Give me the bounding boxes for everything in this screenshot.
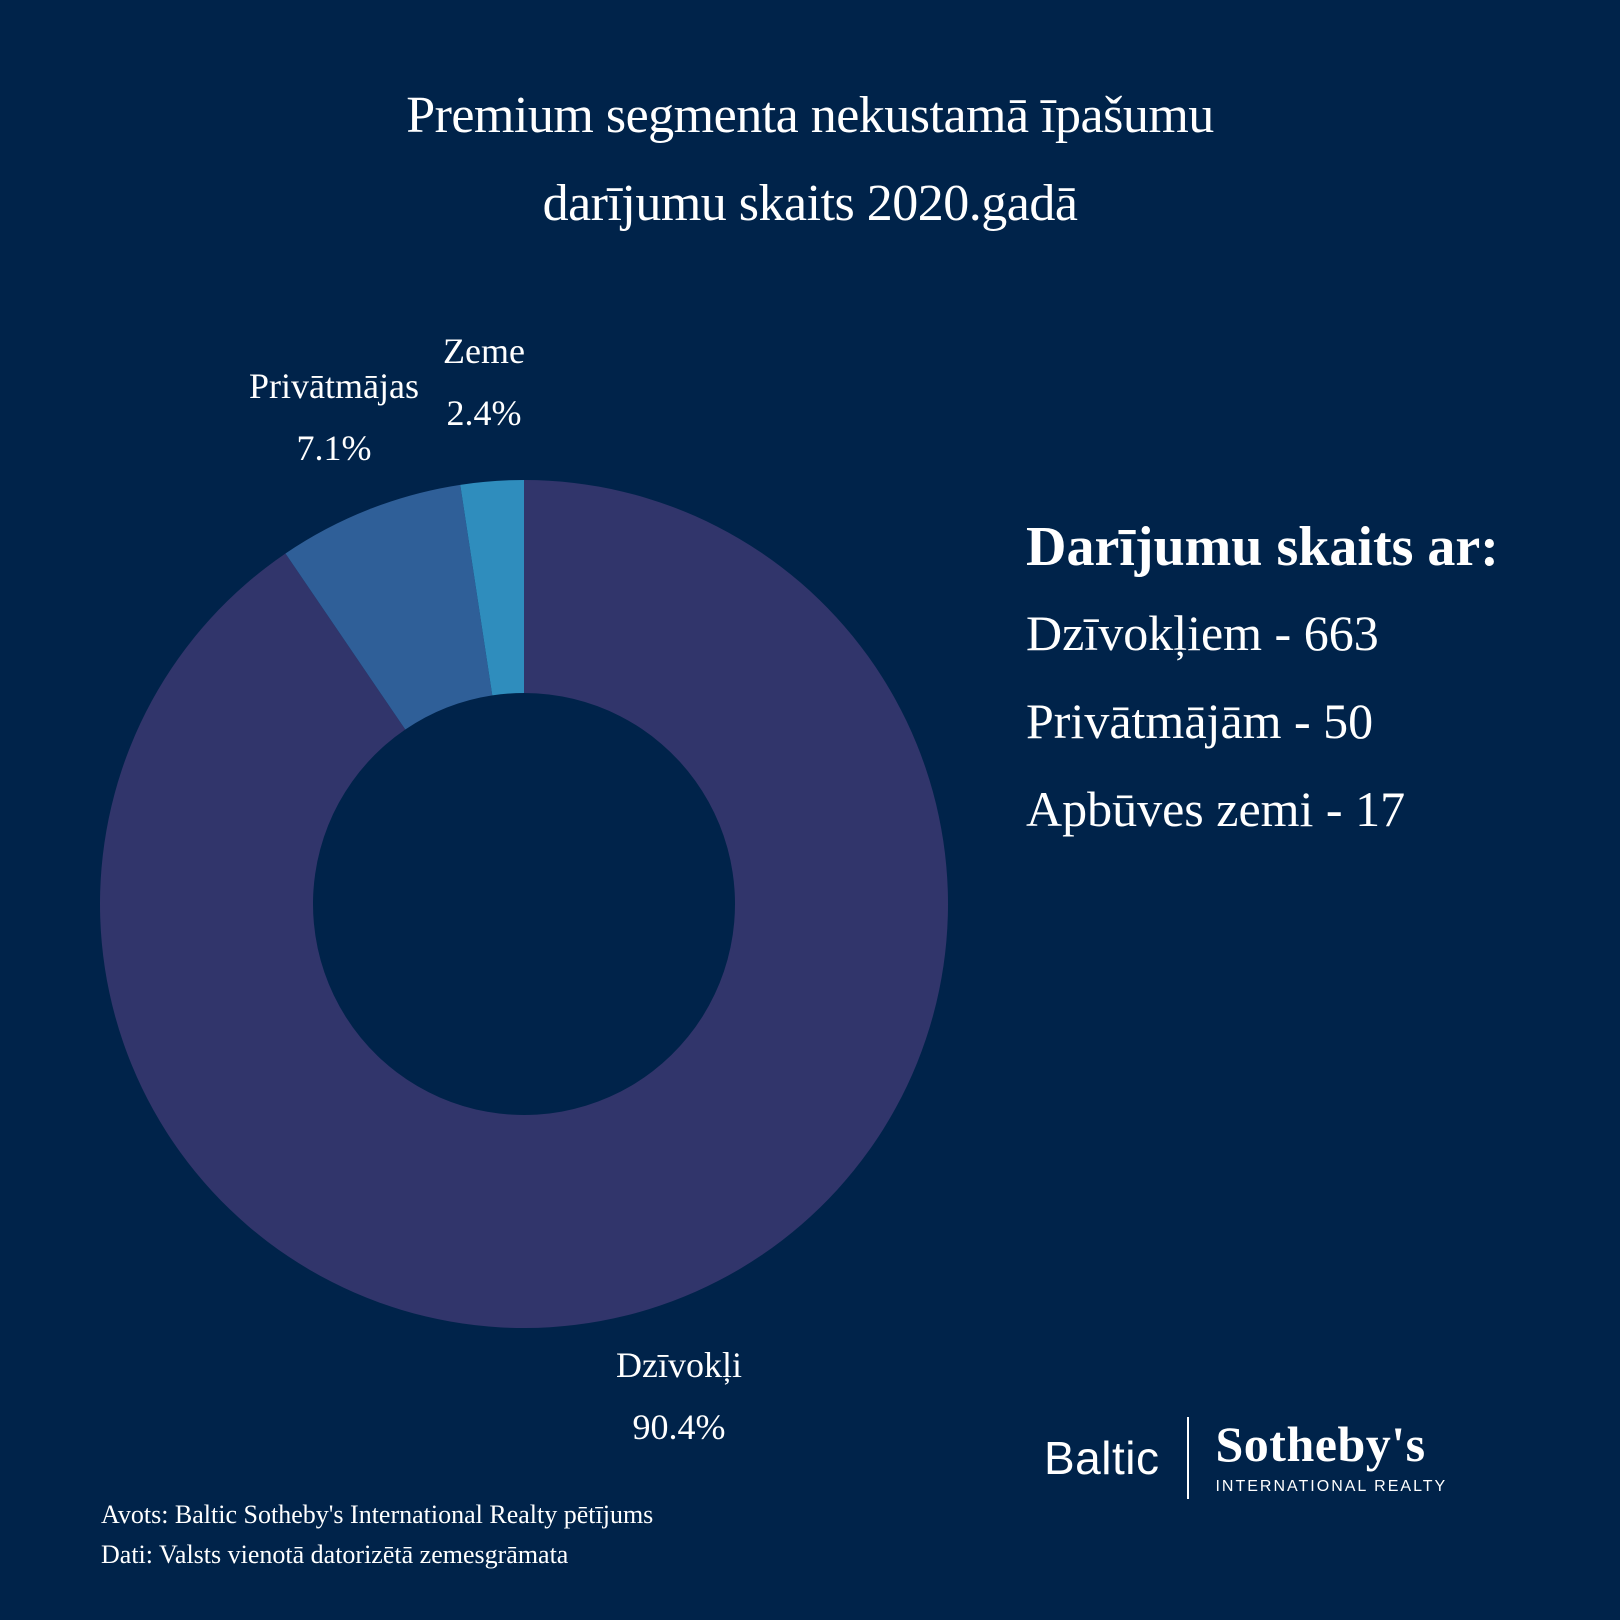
- slice-label-privatmajas-name: Privātmājas: [249, 366, 419, 406]
- chart-title-line-1: Premium segmenta nekustamā īpašumu: [406, 87, 1214, 144]
- donut-slice-0: [99, 480, 948, 1329]
- footer-data: Dati: Valsts vienotā datorizētā zemesgrā…: [101, 1540, 569, 1569]
- brand-logo: Baltic Sotheby's INTERNATIONAL REALTY: [1044, 1416, 1447, 1500]
- summary-item-houses: Privātmājām - 50: [1026, 693, 1374, 749]
- footer-notes: Avots: Baltic Sotheby's International Re…: [101, 1495, 653, 1575]
- slice-label-privatmajas: Privātmājas 7.1%: [249, 355, 419, 479]
- slice-label-dzivokli-name: Dzīvokļi: [616, 1345, 742, 1385]
- logo-baltic-text: Baltic: [1044, 1432, 1160, 1484]
- slice-label-dzivokli-value: 90.4%: [632, 1407, 726, 1447]
- slice-label-zeme-name: Zeme: [443, 331, 525, 371]
- logo-sothebys: Sotheby's INTERNATIONAL REALTY: [1215, 1418, 1447, 1498]
- chart-title: Premium segmenta nekustamā īpašumu darīj…: [0, 72, 1620, 248]
- slice-label-privatmajas-value: 7.1%: [296, 428, 372, 468]
- logo-divider: [1187, 1417, 1190, 1499]
- slice-label-zeme: Zeme 2.4%: [443, 320, 525, 444]
- chart-title-line-2: darījumu skaits 2020.gadā: [542, 175, 1078, 232]
- summary-panel: Darījumu skaits ar: Dzīvokļiem - 663 Pri…: [1026, 505, 1499, 853]
- summary-item-land: Apbūves zemi - 17: [1026, 781, 1406, 837]
- slice-label-zeme-value: 2.4%: [446, 393, 522, 433]
- footer-source: Avots: Baltic Sotheby's International Re…: [101, 1500, 654, 1529]
- donut-slice-1: [285, 484, 493, 730]
- logo-brand-text: Sotheby's: [1215, 1416, 1426, 1472]
- donut-slice-2: [460, 480, 524, 696]
- summary-heading: Darījumu skaits ar:: [1026, 516, 1499, 578]
- logo-sub-text: INTERNATIONAL REALTY: [1215, 1478, 1448, 1495]
- slice-label-dzivokli: Dzīvokļi 90.4%: [616, 1334, 742, 1458]
- summary-item-apartments: Dzīvokļiem - 663: [1026, 605, 1379, 661]
